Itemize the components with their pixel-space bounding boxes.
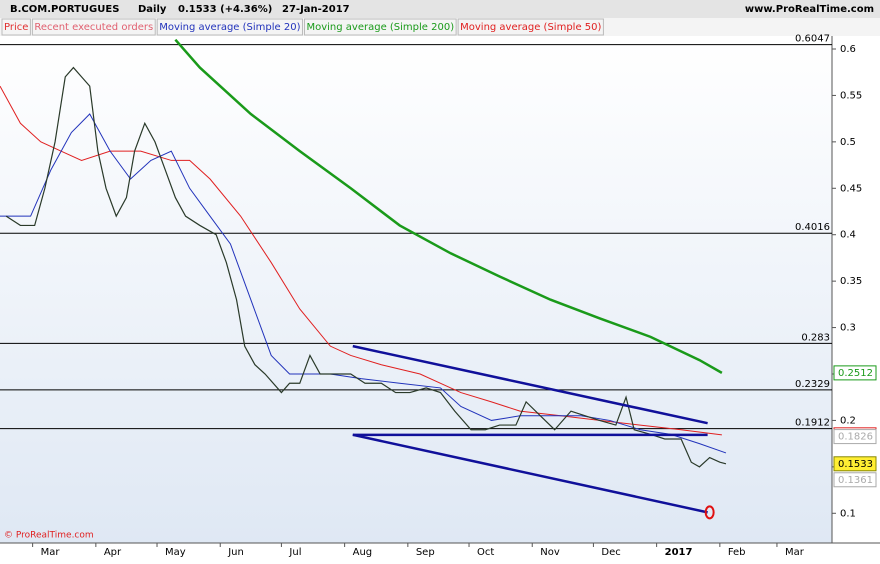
price-tag-label: 0.2512 [838, 368, 873, 379]
legend-entry: Recent executed orders [34, 22, 153, 33]
plot-group [0, 38, 832, 520]
legend-entry: Price [4, 22, 28, 33]
y-tick-label: 0.3 [840, 323, 856, 334]
legend-entry: Moving average (Simple 50) [460, 22, 601, 33]
series-line [5, 66, 727, 468]
legend-entry: Moving average (Simple 20) [159, 22, 300, 33]
series-line [174, 38, 723, 374]
x-tick-label: Feb [728, 547, 746, 558]
x-tick-label: Nov [540, 547, 560, 558]
y-tick-label: 0.6 [840, 44, 856, 55]
level-label: 0.1912 [795, 418, 830, 429]
trendline [352, 433, 708, 514]
y-tick-label: 0.1 [840, 508, 856, 519]
y-tick-label: 0.55 [840, 90, 862, 101]
x-tick-label: 2017 [665, 547, 693, 558]
legend-box [303, 18, 457, 36]
x-tick-label: Jun [227, 547, 244, 558]
y-tick-label: 0.4 [840, 230, 856, 241]
price-tag-label: 0.1826 [838, 432, 873, 443]
x-tick-label: Sep [416, 547, 435, 558]
legend-entry: Moving average (Simple 200) [306, 22, 454, 33]
x-tick-label: Oct [477, 547, 494, 558]
legend-box [457, 18, 604, 36]
x-tick-label: Apr [104, 547, 122, 558]
y-tick-label: 0.45 [840, 183, 862, 194]
date: 27-Jan-2017 [282, 4, 350, 15]
x-tick-label: May [165, 547, 186, 558]
level-label: 0.6047 [795, 34, 830, 45]
last-quote: 0.1533 (+4.36%) [178, 4, 272, 15]
target-marker [704, 505, 715, 520]
instrument: B.COM.PORTUGUES [10, 4, 119, 15]
legend-box [31, 18, 156, 36]
price-tag-label: 0.1533 [838, 459, 873, 470]
price-tag [833, 429, 877, 445]
trendline [352, 344, 708, 425]
x-tick-label: Jul [288, 547, 301, 558]
price-tag-label: 0.1361 [838, 475, 873, 486]
level-label: 0.283 [801, 332, 830, 343]
x-tick-label: Aug [353, 547, 373, 558]
price-tag [833, 456, 877, 472]
legend-box [1, 18, 31, 36]
plot-area [0, 36, 832, 543]
level-label: 0.2329 [795, 379, 830, 390]
legend-bar [0, 18, 880, 36]
period: Daily [138, 4, 167, 15]
y-tick-label: 0.5 [840, 137, 856, 148]
y-tick-label: 0.35 [840, 276, 862, 287]
price-tag [833, 365, 877, 381]
price-tag [833, 472, 877, 488]
site: www.ProRealTime.com [745, 4, 874, 15]
x-tick-label: Mar [785, 547, 805, 558]
level-label: 0.4016 [795, 222, 830, 233]
header-bar [0, 0, 880, 18]
legend-box [156, 18, 303, 36]
footer: © ProRealTime.com [4, 531, 94, 541]
x-tick-label: Mar [41, 547, 61, 558]
y-tick-label: 0.2 [840, 415, 856, 426]
x-tick-label: Dec [601, 547, 620, 558]
